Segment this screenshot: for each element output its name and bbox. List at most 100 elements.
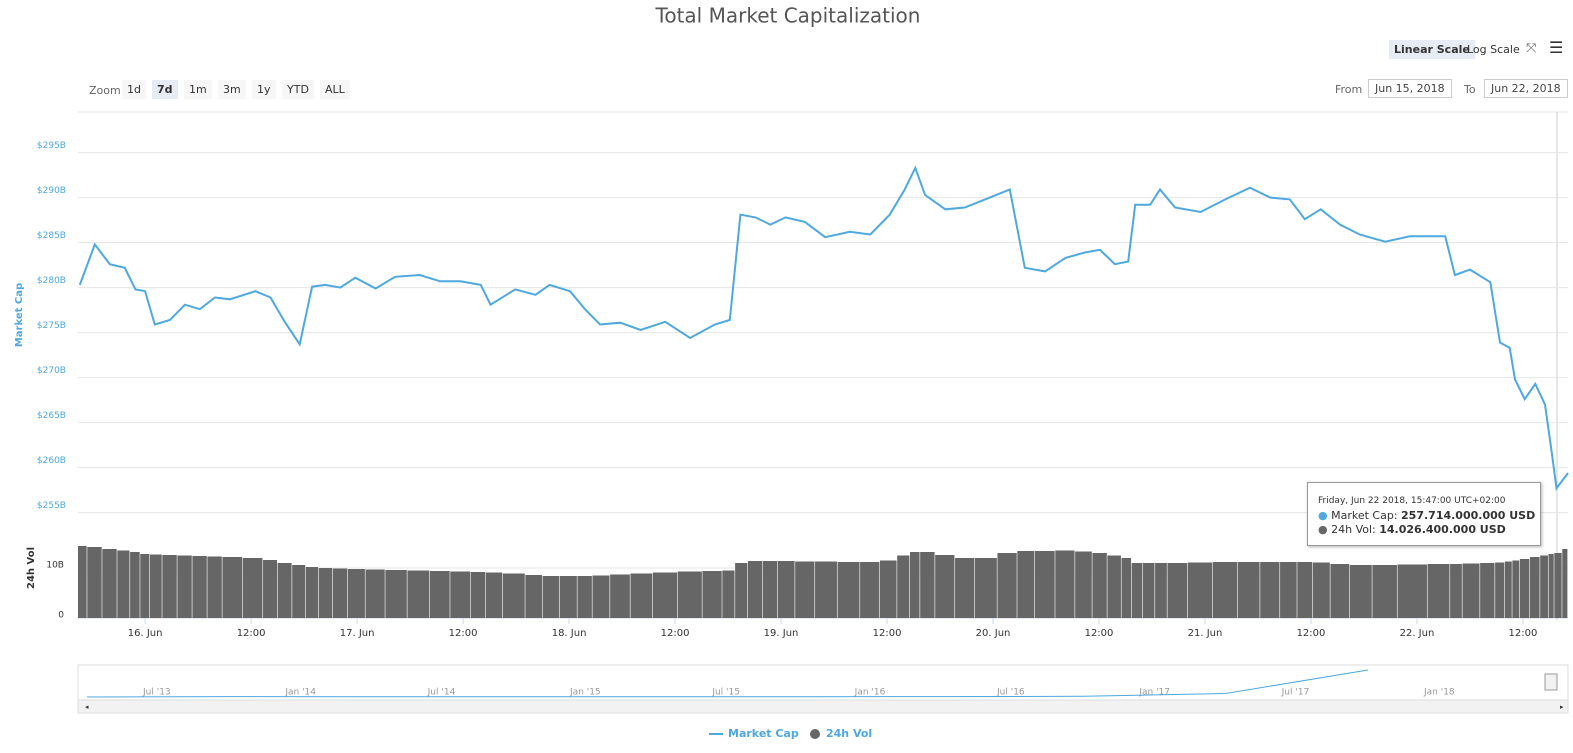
volume-bar (997, 553, 1017, 618)
volume-bar (1504, 561, 1512, 618)
volume-bar (1055, 550, 1075, 618)
x-tick-label: 20. Jun (976, 628, 1011, 639)
volume-bar (1450, 564, 1462, 618)
navigator-label: Jul '13 (142, 688, 171, 698)
volume-bar (177, 555, 192, 618)
volume-bar (1155, 563, 1167, 618)
to-label: To (1464, 83, 1476, 96)
volume-bar (87, 547, 102, 618)
x-tick-label: 22. Jun (1400, 628, 1435, 639)
tooltip-label: 24h Vol: (1331, 523, 1376, 536)
menu-icon[interactable]: ☰ (1549, 38, 1564, 57)
volume-bar (1540, 555, 1548, 618)
tooltip-value: 14.026.400.000 USD (1379, 523, 1506, 536)
zoom-button[interactable]: 1m (184, 80, 212, 99)
volume-bar (677, 571, 702, 618)
volume-bar (1131, 563, 1143, 618)
volume-bar (735, 563, 748, 618)
volume-bar (1495, 562, 1505, 618)
x-tick-label: 21. Jun (1188, 628, 1223, 639)
volume-bar (1548, 554, 1554, 618)
navigator-handle[interactable] (1544, 673, 1558, 691)
market-cap-line (78, 165, 1569, 491)
volume-bar (1034, 551, 1055, 618)
x-tick-label: 12:00 (661, 628, 690, 639)
scroll-left[interactable]: ◂ (85, 703, 89, 711)
volume-bar (762, 561, 778, 618)
volume-bar (347, 569, 365, 618)
volume-bar (130, 552, 140, 618)
x-tick-label: 16. Jun (128, 628, 163, 639)
volume-bar (1237, 562, 1260, 618)
volume-bar (470, 572, 486, 618)
volume-bar (1075, 551, 1092, 618)
legend-item[interactable]: Market Cap (728, 727, 799, 740)
y2-tick-label: 10B (46, 561, 64, 571)
fullscreen-icon[interactable]: ⤧ (1526, 41, 1537, 56)
navigator-label: Jul '15 (711, 688, 740, 698)
from-input[interactable]: Jun 15, 2018 (1368, 79, 1452, 98)
volume-bar (1562, 549, 1568, 618)
volume-bar (920, 552, 935, 618)
linear-scale-button[interactable]: Linear Scale (1389, 40, 1475, 59)
volume-bar (192, 556, 207, 618)
x-tick-label: 18. Jun (552, 628, 587, 639)
volume-bar (909, 552, 920, 618)
scroll-right[interactable]: ▸ (1560, 703, 1564, 711)
volume-bar (722, 570, 735, 618)
volume-bar (1372, 565, 1397, 618)
volume-bar (1519, 559, 1530, 618)
volume-bar (78, 546, 87, 618)
zoom-button[interactable]: YTD (282, 80, 314, 99)
volume-bar (242, 558, 263, 618)
navigator-label: Jul '16 (996, 688, 1025, 698)
volume-bar (305, 567, 319, 618)
to-input[interactable]: Jun 22, 2018 (1484, 79, 1568, 98)
chart-title: Total Market Capitalization (655, 4, 921, 28)
volume-bar (140, 554, 150, 618)
volume-bar (1530, 557, 1540, 618)
volume-bar (1554, 553, 1562, 618)
volume-bar (277, 563, 292, 618)
zoom-button[interactable]: 1d (122, 80, 146, 99)
zoom-button[interactable]: 3m (218, 80, 246, 99)
x-tick-label: 17. Jun (340, 628, 375, 639)
volume-bar (630, 573, 653, 618)
zoom-button[interactable]: ALL (320, 80, 350, 99)
navigator-label: Jul '14 (427, 688, 456, 698)
navigator-label: Jan '15 (569, 688, 601, 698)
volume-bar (1142, 563, 1155, 618)
volume-bar (365, 569, 385, 618)
zoom-button[interactable]: 1y (252, 80, 276, 99)
volume-bar (450, 571, 470, 618)
volume-bar (592, 575, 610, 618)
legend-item[interactable]: 24h Vol (826, 727, 872, 740)
y-tick-label: $295B (37, 141, 66, 151)
y-tick-label: $290B (37, 186, 66, 196)
volume-bar (1397, 564, 1427, 618)
volume-bar (318, 568, 333, 618)
volume-bar (702, 571, 722, 618)
volume-bar (429, 571, 450, 618)
volume-bar (935, 555, 955, 618)
tooltip-label: Market Cap: (1331, 509, 1398, 522)
x-tick-label: 12:00 (873, 628, 902, 639)
y2-axis-title: 24h Vol (26, 547, 37, 589)
volume-bar (525, 575, 542, 618)
log-scale-button[interactable]: Log Scale (1467, 43, 1520, 56)
volume-bar (485, 572, 503, 618)
volume-bar (385, 570, 407, 618)
volume-bar (1280, 562, 1297, 618)
y-tick-label: $260B (37, 456, 66, 466)
legend-symbol (810, 729, 820, 739)
volume-bar (222, 557, 243, 618)
tooltip-row: ● Market Cap: 257.714.000.000 USD (1318, 509, 1536, 522)
volume-bar (1512, 560, 1520, 618)
volume-bar (117, 550, 130, 618)
y-tick-label: $265B (37, 411, 66, 421)
volume-bar (1167, 563, 1188, 618)
zoom-button[interactable]: 7d (152, 80, 178, 99)
x-tick-label: 12:00 (1297, 628, 1326, 639)
scrollbar[interactable] (77, 699, 1569, 714)
volume-bar (102, 549, 117, 618)
